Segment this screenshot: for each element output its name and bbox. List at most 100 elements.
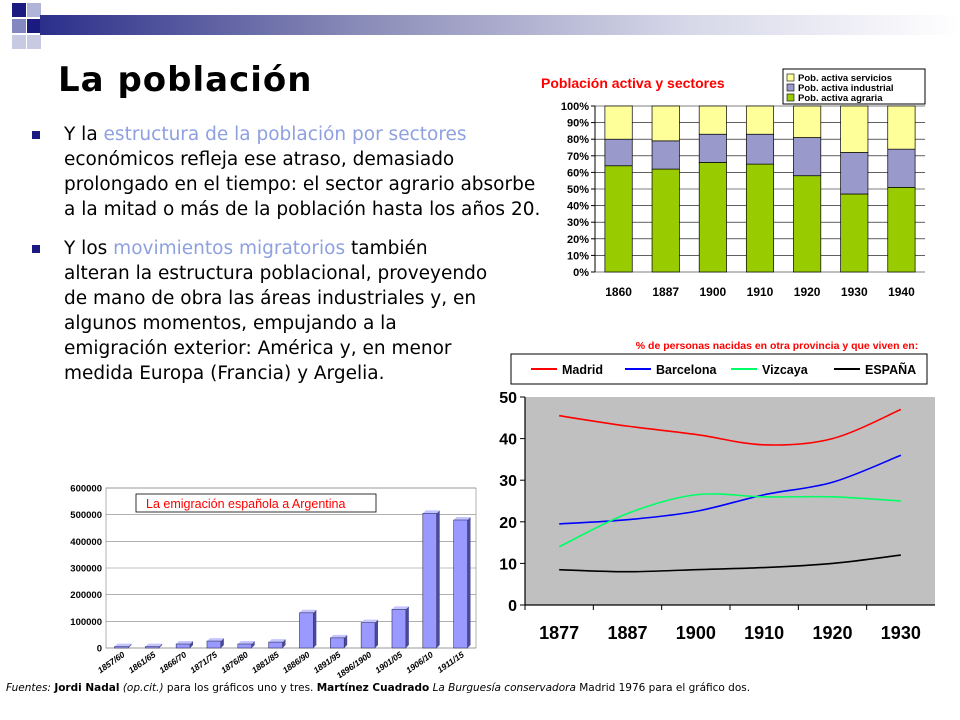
bar-side [436, 510, 440, 648]
y-tick-label: 90% [567, 118, 589, 130]
y-tick-label: 300000 [70, 564, 102, 575]
y-tick-label: 80% [567, 134, 589, 146]
chart-title: Población activa y sectores [541, 75, 725, 91]
bar-segment [793, 175, 822, 273]
bar-top [145, 643, 163, 647]
x-tick-label: 1910 [744, 623, 784, 643]
decor-square-4 [27, 19, 41, 33]
slide-title: La población [58, 60, 313, 100]
x-tick-label: 1900 [676, 623, 716, 643]
x-tick-label: 1876/80 [219, 649, 250, 675]
legend-box [782, 68, 926, 105]
bar-segment [745, 163, 775, 273]
bar-side [159, 643, 163, 648]
decor-square-3 [12, 19, 26, 33]
bar-segment [651, 168, 680, 273]
x-tick-label: 1930 [841, 285, 868, 299]
bar-side [282, 639, 286, 648]
bullet-highlight: movimientos migratorios [113, 238, 346, 259]
bar [145, 646, 160, 649]
bar-top [268, 639, 286, 643]
x-tick-label: 1900 [700, 285, 727, 299]
bar [237, 643, 252, 649]
y-tick-label: 400000 [70, 537, 102, 548]
footer-text-2: Madrid 1976 para el gráfico dos. [575, 682, 751, 694]
chart-title: % de personas nacidas en otra provincia … [636, 340, 918, 352]
footer-book-2: La Burguesía conservadora [432, 682, 576, 694]
x-tick-label: 1920 [812, 623, 852, 643]
chart-migracion: % de personas nacidas en otra provincia … [499, 340, 935, 643]
x-tick-label: 1881/85 [250, 649, 281, 675]
decor-square-6 [27, 35, 41, 49]
bullet-highlight: estructura de la población por sectores [103, 124, 467, 145]
legend-swatch [786, 93, 795, 102]
bar-top [176, 641, 194, 644]
bar-segment [651, 140, 680, 170]
series-line [559, 454, 902, 525]
y-tick-label: 10% [567, 250, 589, 262]
bar-segment [840, 193, 869, 273]
bar-segment [793, 137, 822, 177]
bar-side [375, 619, 379, 648]
bar-side [313, 609, 317, 648]
series-line [558, 493, 901, 548]
bullet-text-post: también alteran la estructura poblaciona… [64, 238, 488, 384]
bullet-text-post: económicos refleja ese atraso, demasiado… [64, 149, 541, 220]
bar [360, 622, 376, 649]
x-tick-label: 1911/15 [435, 649, 466, 675]
y-tick-label: 10 [499, 556, 517, 573]
bar-side [344, 634, 348, 648]
bar-top [422, 510, 440, 514]
bar-segment [840, 105, 869, 153]
y-tick-label: 50% [567, 184, 589, 196]
footer-sources: Fuentes: Jordi Nadal (op.cit.) para los … [6, 682, 750, 694]
x-tick-label: 1920 [794, 285, 821, 299]
bar-segment [745, 105, 775, 135]
footer-text-1: para los gráficos uno y tres. [163, 682, 317, 694]
bar [422, 513, 437, 649]
legend-swatch [786, 83, 795, 92]
legend-label: Pob. activa agraria [798, 93, 883, 104]
bar-segment [604, 138, 633, 167]
bar-top [206, 638, 224, 642]
bar-segment [745, 133, 775, 165]
bar-top [391, 606, 409, 610]
bar-segment [887, 186, 916, 273]
x-tick-label: 1860 [605, 285, 632, 299]
bar [391, 609, 407, 649]
legend-label: Vizcaya [762, 363, 809, 377]
y-tick-label: 20% [567, 234, 589, 246]
bar-segment [698, 162, 727, 273]
bullet-text-pre: Y los [64, 238, 114, 259]
bullet-item-migration: Y los movimientos migratorios también al… [32, 236, 494, 386]
y-tick-label: 0 [508, 598, 517, 615]
y-tick-label: 30 [499, 473, 517, 490]
x-tick-label: 1887 [607, 623, 647, 643]
bar [175, 643, 191, 649]
header-banner [40, 15, 960, 35]
footer-ref-1: (op.cit.) [122, 682, 164, 694]
bar-top [453, 517, 471, 520]
legend-label: Pob. activa industrial [798, 83, 894, 94]
chart-argentina: 0 100000 200000 300000 400000 500000 600000 La … [70, 484, 477, 678]
y-tick-label: 500000 [70, 510, 102, 521]
bar-top [330, 634, 348, 638]
chart-title: La emigración española a Argentina [146, 497, 345, 511]
y-tick-label: 200000 [70, 590, 102, 601]
y-tick-label: 60% [567, 167, 589, 179]
bar-side [128, 643, 132, 648]
bar-segment [604, 165, 633, 273]
bar-segment [698, 133, 727, 163]
bar-side [467, 517, 471, 648]
bar-side [251, 641, 255, 648]
y-tick-label: 0% [573, 267, 589, 279]
x-tick-label: 1930 [881, 623, 921, 643]
bar-segment [887, 148, 916, 188]
bar-segment [604, 105, 633, 140]
bar-segment [651, 105, 680, 142]
legend-label: Pob. activa servicios [798, 73, 892, 84]
x-tick-label: 1871/75 [188, 649, 219, 675]
chart-sectores: Población activa y sectores Pob. activa s… [541, 68, 926, 299]
bar [114, 646, 129, 649]
legend-label: Madrid [562, 363, 603, 377]
